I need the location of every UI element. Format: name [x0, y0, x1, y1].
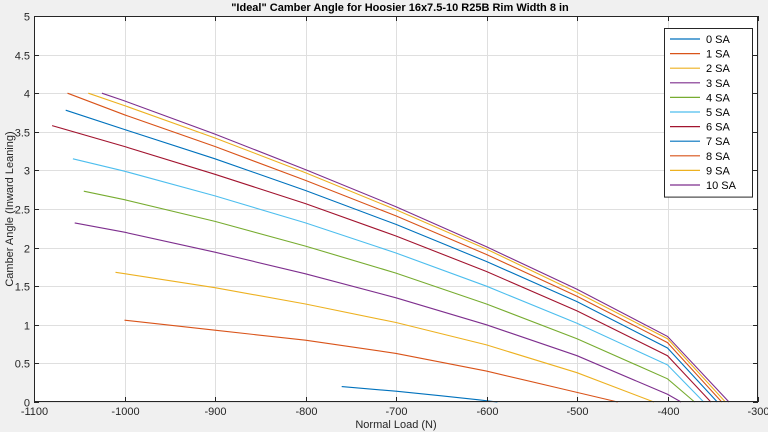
x-axis-label: Normal Load (N): [355, 419, 436, 431]
y-tick-label: 1.5: [15, 282, 30, 294]
series-line-6: [51, 125, 712, 403]
y-tick-label: 3.5: [15, 128, 30, 140]
series-group: [51, 92, 730, 403]
y-tick-label: 2.5: [15, 205, 30, 217]
y-tick-label: 4: [24, 89, 30, 101]
series-line-8: [67, 92, 723, 403]
series-line-1: [124, 319, 618, 403]
series-line-9: [88, 92, 726, 403]
y-tick-label: 0: [24, 398, 30, 410]
legend-entry-label: 4 SA: [706, 92, 731, 104]
legend-entry-label: 8 SA: [706, 151, 731, 163]
legend-entry-label: 9 SA: [706, 165, 731, 177]
series-line-10: [101, 92, 730, 403]
x-tick-label: -1000: [111, 406, 139, 418]
legend-entry-label: 5 SA: [706, 107, 731, 119]
x-tick-label: -900: [204, 406, 226, 418]
x-tick-label: -300: [747, 406, 768, 418]
x-tick-label: -400: [657, 406, 679, 418]
x-tick-label: -700: [385, 406, 407, 418]
series-line-7: [65, 109, 718, 403]
series-line-3: [74, 222, 682, 403]
legend-entry-label: 10 SA: [706, 180, 737, 192]
x-tick-label: -600: [476, 406, 498, 418]
series-line-5: [72, 158, 705, 403]
legend-entry-label: 2 SA: [706, 63, 731, 75]
legend-entry-label: 1 SA: [706, 49, 731, 61]
y-tick-label: 2: [24, 244, 30, 256]
legend-box: [664, 28, 753, 198]
chart-title: "Ideal" Camber Angle for Hoosier 16x7.5-…: [231, 2, 569, 14]
legend-entry-label: 0 SA: [706, 34, 731, 46]
y-tick-label: 4.5: [15, 51, 30, 63]
series-line-0: [341, 386, 498, 403]
x-tick-label: -800: [295, 406, 317, 418]
x-tick-label: -1100: [21, 406, 48, 418]
legend-entry-label: 6 SA: [706, 122, 731, 134]
y-tick-label: 0.5: [15, 359, 30, 371]
y-axis-label: Camber Angle (Inward Leaning): [4, 131, 16, 286]
y-tick-label: 1: [24, 321, 30, 333]
series-line-2: [115, 271, 655, 403]
y-tick-label: 3: [24, 166, 30, 178]
series-line-4: [83, 190, 695, 403]
legend-entry-label: 3 SA: [706, 78, 731, 90]
legend: 0 SA 1 SA 2 SA 3 SA 4 SA 5 SA 6 SA 7 SA 8 SA 9 SA…: [664, 28, 753, 198]
legend-entry-label: 7 SA: [706, 136, 731, 148]
tick-labels: -1100 -1000 -900 -800 -700 -600 -500 -400 -300 0 0…: [15, 12, 768, 419]
x-tick-label: -500: [566, 406, 588, 418]
y-tick-label: 5: [24, 12, 30, 24]
